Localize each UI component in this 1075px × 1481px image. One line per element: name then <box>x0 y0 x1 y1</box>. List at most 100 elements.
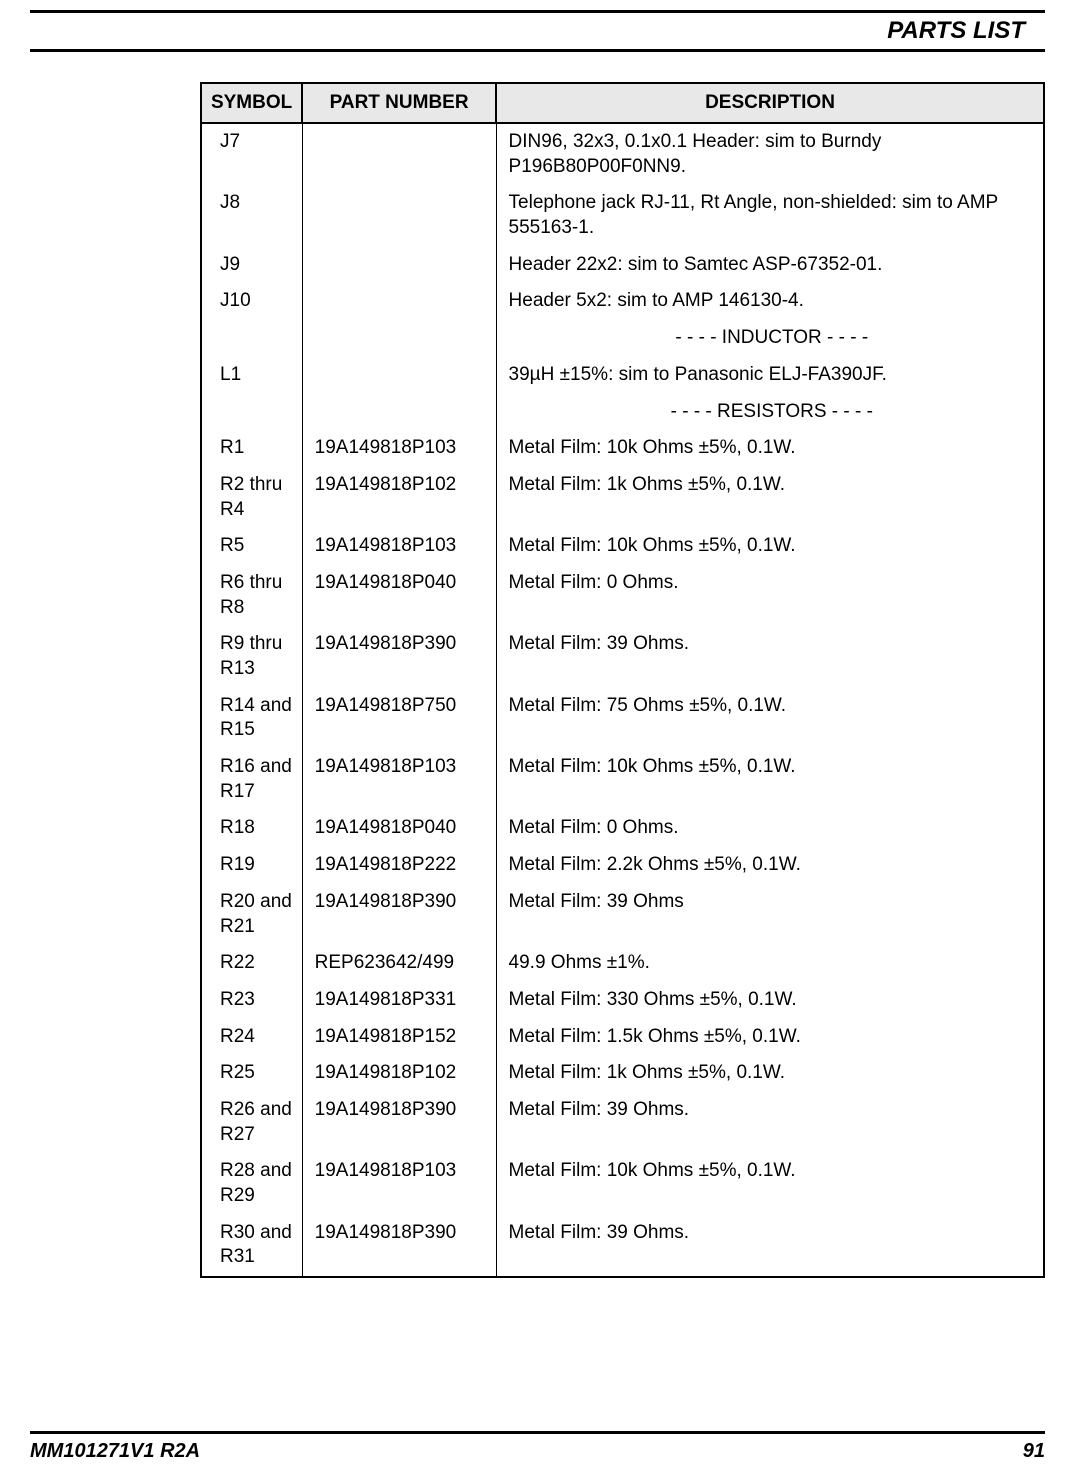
cell-partnum: 19A149818P390 <box>302 1092 496 1153</box>
cell-partnum <box>302 320 496 357</box>
cell-description: Metal Film: 0 Ohms. <box>496 810 1044 847</box>
table-row: J10Header 5x2: sim to AMP 146130-4. <box>201 283 1044 320</box>
table-row: R30 and R3119A149818P390Metal Film: 39 O… <box>201 1215 1044 1277</box>
parts-table: SYMBOL PART NUMBER DESCRIPTION J7 DIN96, … <box>200 82 1045 1278</box>
table-row: R2419A149818P152Metal Film: 1.5k Ohms ±5… <box>201 1019 1044 1056</box>
cell-symbol: R23 <box>201 982 302 1019</box>
parts-tbody: J7 DIN96, 32x3, 0.1x0.1 Header: sim to Bu… <box>201 123 1044 1277</box>
cell-description: Metal Film: 1k Ohms ±5%, 0.1W. <box>496 1055 1044 1092</box>
cell-symbol: J8 <box>201 185 302 246</box>
cell-symbol: R14 and R15 <box>201 688 302 749</box>
cell-symbol: R6 thru R8 <box>201 565 302 626</box>
cell-description: Metal Film: 10k Ohms ±5%, 0.1W. <box>496 1153 1044 1214</box>
cell-description: Metal Film: 10k Ohms ±5%, 0.1W. <box>496 430 1044 467</box>
cell-symbol: R18 <box>201 810 302 847</box>
table-row: R2 thru R419A149818P102Metal Film: 1k Oh… <box>201 467 1044 528</box>
cell-description: Telephone jack RJ-11, Rt Angle, non-shie… <box>496 185 1044 246</box>
cell-description: Metal Film: 0 Ohms. <box>496 565 1044 626</box>
cell-description: Metal Film: 1.5k Ohms ±5%, 0.1W. <box>496 1019 1044 1056</box>
cell-partnum: 19A149818P103 <box>302 430 496 467</box>
cell-partnum: 19A149818P331 <box>302 982 496 1019</box>
cell-partnum: 19A149818P102 <box>302 467 496 528</box>
cell-symbol: R5 <box>201 528 302 565</box>
page-title: PARTS LIST <box>30 17 1025 45</box>
cell-description: Metal Film: 10k Ohms ±5%, 0.1W. <box>496 528 1044 565</box>
table-row: R2319A149818P331Metal Film: 330 Ohms ±5%… <box>201 982 1044 1019</box>
cell-partnum: 19A149818P750 <box>302 688 496 749</box>
cell-symbol: R30 and R31 <box>201 1215 302 1277</box>
cell-description: Metal Film: 1k Ohms ±5%, 0.1W. <box>496 467 1044 528</box>
table-row: R20 and R2119A149818P390Metal Film: 39 O… <box>201 884 1044 945</box>
cell-description: Metal Film: 75 Ohms ±5%, 0.1W. <box>496 688 1044 749</box>
table-row: R1919A149818P222Metal Film: 2.2k Ohms ±5… <box>201 847 1044 884</box>
cell-symbol: R19 <box>201 847 302 884</box>
footer-page-number: 91 <box>1023 1440 1045 1463</box>
cell-partnum: 19A149818P103 <box>302 749 496 810</box>
table-row: R2519A149818P102Metal Film: 1k Ohms ±5%,… <box>201 1055 1044 1092</box>
cell-symbol: R22 <box>201 945 302 982</box>
cell-description: Metal Film: 2.2k Ohms ±5%, 0.1W. <box>496 847 1044 884</box>
cell-symbol: R1 <box>201 430 302 467</box>
cell-partnum: REP623642/499 <box>302 945 496 982</box>
table-row: R22REP623642/49949.9 Ohms ±1%. <box>201 945 1044 982</box>
cell-partnum <box>302 283 496 320</box>
cell-partnum: 19A149818P040 <box>302 810 496 847</box>
cell-symbol: R9 thru R13 <box>201 626 302 687</box>
cell-description: DIN96, 32x3, 0.1x0.1 Header: sim to Burn… <box>496 123 1044 185</box>
section-heading: - - - - RESISTORS - - - - <box>496 394 1044 431</box>
table-row: R26 and R2719A149818P390Metal Film: 39 O… <box>201 1092 1044 1153</box>
cell-symbol: J9 <box>201 247 302 284</box>
table-row: R1819A149818P040Metal Film: 0 Ohms. <box>201 810 1044 847</box>
cell-partnum <box>302 357 496 394</box>
page-footer: MM101271V1 R2A 91 <box>30 1431 1045 1463</box>
cell-partnum: 19A149818P222 <box>302 847 496 884</box>
cell-symbol: R25 <box>201 1055 302 1092</box>
cell-partnum: 19A149818P390 <box>302 884 496 945</box>
cell-description: Metal Film: 39 Ohms <box>496 884 1044 945</box>
table-row: L139µH ±15%: sim to Panasonic ELJ-FA390J… <box>201 357 1044 394</box>
cell-description: Metal Film: 39 Ohms. <box>496 1215 1044 1277</box>
col-header-symbol: SYMBOL <box>201 83 302 123</box>
cell-partnum: 19A149818P390 <box>302 626 496 687</box>
col-header-description: DESCRIPTION <box>496 83 1044 123</box>
cell-partnum <box>302 123 496 185</box>
cell-symbol: R2 thru R4 <box>201 467 302 528</box>
cell-symbol <box>201 320 302 357</box>
cell-partnum: 19A149818P102 <box>302 1055 496 1092</box>
footer-doc-id: MM101271V1 R2A <box>30 1440 200 1463</box>
table-row: - - - - INDUCTOR - - - - <box>201 320 1044 357</box>
cell-symbol: R26 and R27 <box>201 1092 302 1153</box>
cell-description: Metal Film: 39 Ohms. <box>496 1092 1044 1153</box>
table-row: J7 DIN96, 32x3, 0.1x0.1 Header: sim to Bu… <box>201 123 1044 185</box>
page-header: PARTS LIST <box>30 10 1045 52</box>
table-row: R14 and R1519A149818P750Metal Film: 75 O… <box>201 688 1044 749</box>
cell-partnum: 19A149818P103 <box>302 1153 496 1214</box>
table-row: R519A149818P103Metal Film: 10k Ohms ±5%,… <box>201 528 1044 565</box>
table-row: R6 thru R819A149818P040Metal Film: 0 Ohm… <box>201 565 1044 626</box>
cell-partnum: 19A149818P152 <box>302 1019 496 1056</box>
cell-description: Metal Film: 39 Ohms. <box>496 626 1044 687</box>
cell-symbol: J7 <box>201 123 302 185</box>
section-heading: - - - - INDUCTOR - - - - <box>496 320 1044 357</box>
cell-partnum: 19A149818P390 <box>302 1215 496 1277</box>
cell-description: 39µH ±15%: sim to Panasonic ELJ-FA390JF. <box>496 357 1044 394</box>
col-header-partnum: PART NUMBER <box>302 83 496 123</box>
cell-symbol: R28 and R29 <box>201 1153 302 1214</box>
cell-partnum: 19A149818P040 <box>302 565 496 626</box>
cell-description: Metal Film: 10k Ohms ±5%, 0.1W. <box>496 749 1044 810</box>
cell-symbol: R20 and R21 <box>201 884 302 945</box>
table-row: J8 Telephone jack RJ-11, Rt Angle, non-sh… <box>201 185 1044 246</box>
table-row: - - - - RESISTORS - - - - <box>201 394 1044 431</box>
table-header-row: SYMBOL PART NUMBER DESCRIPTION <box>201 83 1044 123</box>
cell-symbol <box>201 394 302 431</box>
table-row: R28 and R2919A149818P103Metal Film: 10k … <box>201 1153 1044 1214</box>
cell-symbol: R24 <box>201 1019 302 1056</box>
cell-partnum <box>302 247 496 284</box>
cell-description: Header 22x2: sim to Samtec ASP-67352-01. <box>496 247 1044 284</box>
table-row: R119A149818P103Metal Film: 10k Ohms ±5%,… <box>201 430 1044 467</box>
cell-partnum: 19A149818P103 <box>302 528 496 565</box>
table-row: J9 Header 22x2: sim to Samtec ASP-67352-0… <box>201 247 1044 284</box>
cell-symbol: J10 <box>201 283 302 320</box>
cell-partnum <box>302 185 496 246</box>
cell-partnum <box>302 394 496 431</box>
